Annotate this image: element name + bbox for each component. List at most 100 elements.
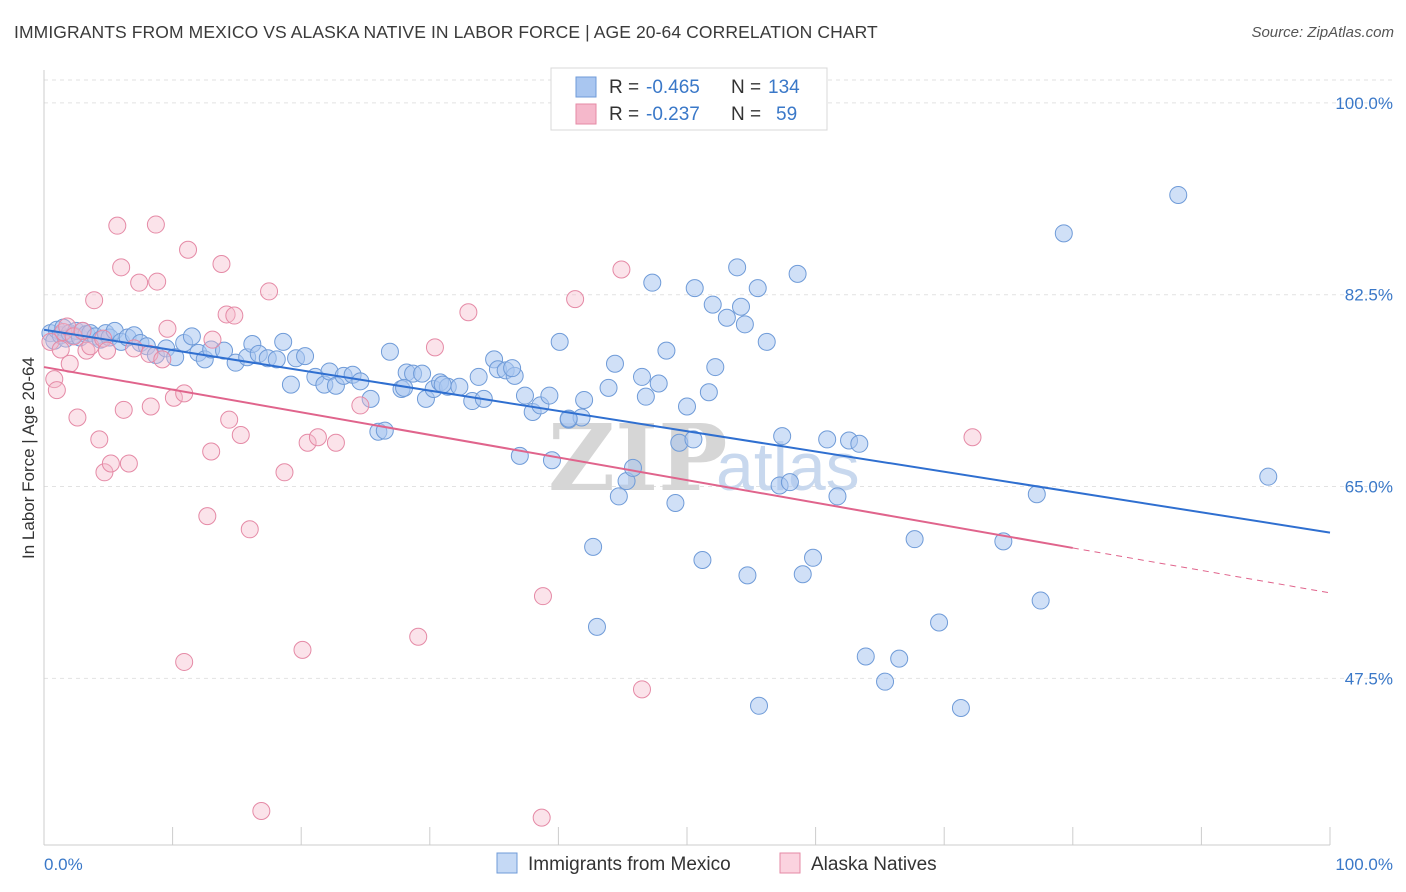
data-point-mexico bbox=[296, 347, 315, 366]
data-point-mexico bbox=[773, 427, 792, 446]
data-point-alaska bbox=[217, 305, 236, 324]
data-point-mexico bbox=[542, 451, 561, 470]
data-point-alaska bbox=[119, 454, 138, 473]
data-point-mexico bbox=[1169, 185, 1188, 204]
data-point-mexico bbox=[609, 487, 628, 506]
data-point-alaska bbox=[146, 215, 165, 234]
data-point-mexico bbox=[717, 308, 736, 327]
data-point-mexico bbox=[623, 458, 642, 477]
trend-line-mexico bbox=[43, 328, 1331, 534]
data-point-mexico bbox=[375, 421, 394, 440]
data-point-alaska bbox=[293, 640, 312, 659]
data-point-mexico bbox=[559, 409, 578, 428]
data-point-alaska bbox=[47, 381, 66, 400]
legend-swatch-alaska bbox=[575, 103, 597, 125]
data-point-alaska bbox=[141, 397, 160, 416]
data-point-mexico bbox=[735, 315, 754, 334]
legend-swatch-mexico bbox=[575, 76, 597, 98]
data-point-alaska bbox=[130, 273, 149, 292]
trend-lines bbox=[43, 328, 1331, 594]
data-point-mexico bbox=[380, 342, 399, 361]
data-point-alaska bbox=[533, 587, 552, 606]
data-point-mexico bbox=[1054, 224, 1073, 243]
data-point-mexico bbox=[693, 550, 712, 569]
data-point-mexico bbox=[850, 434, 869, 453]
data-point-mexico bbox=[636, 387, 655, 406]
data-point-mexico bbox=[550, 332, 569, 351]
data-point-alaska bbox=[179, 240, 198, 259]
data-point-alaska bbox=[203, 330, 222, 349]
chart-title: IMMIGRANTS FROM MEXICO VS ALASKA NATIVE … bbox=[14, 22, 878, 42]
data-point-mexico bbox=[643, 273, 662, 292]
data-point-mexico bbox=[433, 375, 452, 394]
data-point-alaska bbox=[308, 428, 327, 447]
data-point-alaska bbox=[148, 272, 167, 291]
data-point-mexico bbox=[930, 613, 949, 632]
legend-r-value: -0.237 bbox=[646, 104, 700, 125]
data-point-mexico bbox=[703, 295, 722, 314]
data-point-mexico bbox=[738, 566, 757, 585]
data-point-mexico bbox=[515, 386, 534, 405]
data-point-alaska bbox=[298, 433, 317, 452]
data-point-mexico bbox=[281, 375, 300, 394]
data-point-mexico bbox=[503, 359, 522, 378]
series-immigrants-from-mexico bbox=[41, 185, 1278, 717]
trend-line-alaska-extension bbox=[1072, 547, 1331, 594]
gridlines bbox=[44, 79, 1392, 679]
data-point-mexico bbox=[413, 364, 432, 383]
bottom-legend-label-mexico: Immigrants from Mexico bbox=[528, 854, 731, 875]
data-point-alaska bbox=[275, 463, 294, 482]
data-point-alaska bbox=[90, 430, 109, 449]
bottom-legend-swatch-mexico bbox=[496, 852, 518, 874]
data-point-mexico bbox=[876, 672, 895, 691]
data-point-alaska bbox=[252, 802, 271, 821]
legend-n-label: N = bbox=[731, 104, 761, 125]
source-credit: Source: ZipAtlas.com bbox=[1251, 24, 1394, 41]
x-tick-label-min: 0.0% bbox=[44, 855, 83, 874]
bottom-legend-swatch-alaska bbox=[779, 852, 801, 874]
data-point-alaska bbox=[51, 340, 70, 359]
data-point-mexico bbox=[632, 367, 651, 386]
data-point-mexico bbox=[657, 341, 676, 360]
axes bbox=[43, 70, 1331, 846]
data-point-alaska bbox=[351, 396, 370, 415]
data-point-mexico bbox=[450, 377, 469, 396]
legend-n-value: 134 bbox=[768, 77, 800, 98]
data-point-alaska bbox=[85, 291, 104, 310]
legend-box bbox=[550, 67, 828, 131]
data-point-mexico bbox=[678, 397, 696, 416]
trend-line-alaska bbox=[43, 366, 1073, 549]
data-point-mexico bbox=[748, 279, 767, 298]
data-point-alaska bbox=[231, 426, 250, 445]
data-point-mexico bbox=[666, 493, 685, 512]
legend-r-label: R = bbox=[609, 77, 639, 98]
data-point-mexico bbox=[750, 696, 769, 715]
data-point-mexico bbox=[788, 264, 807, 283]
data-point-mexico bbox=[890, 649, 909, 668]
data-point-mexico bbox=[587, 617, 606, 636]
data-point-alaska bbox=[260, 282, 279, 301]
data-point-mexico bbox=[584, 537, 603, 556]
legend-r-value: -0.465 bbox=[646, 77, 700, 98]
data-point-mexico bbox=[1031, 591, 1050, 610]
data-point-mexico bbox=[267, 350, 286, 369]
data-point-alaska bbox=[632, 680, 651, 699]
data-point-alaska bbox=[153, 350, 172, 369]
data-point-alaska bbox=[41, 332, 60, 351]
x-tick-label-max: 100.0% bbox=[1335, 855, 1393, 874]
data-point-alaska bbox=[459, 303, 478, 322]
data-point-mexico bbox=[804, 548, 823, 567]
data-point-mexico bbox=[905, 530, 924, 549]
data-point-mexico bbox=[728, 258, 747, 277]
y-tick-label: 65.0% bbox=[1345, 478, 1393, 497]
data-point-mexico bbox=[361, 389, 380, 408]
data-point-mexico bbox=[605, 354, 624, 373]
legend-r-label: R = bbox=[609, 104, 639, 125]
data-point-alaska bbox=[68, 408, 87, 427]
y-axis-label: In Labor Force | Age 20-64 bbox=[19, 357, 38, 559]
top-legend: R = -0.465 N = 134 R = -0.237 N = 59 bbox=[550, 67, 828, 131]
data-point-mexico bbox=[818, 430, 837, 449]
data-point-mexico bbox=[793, 565, 812, 584]
data-point-mexico bbox=[274, 332, 293, 351]
